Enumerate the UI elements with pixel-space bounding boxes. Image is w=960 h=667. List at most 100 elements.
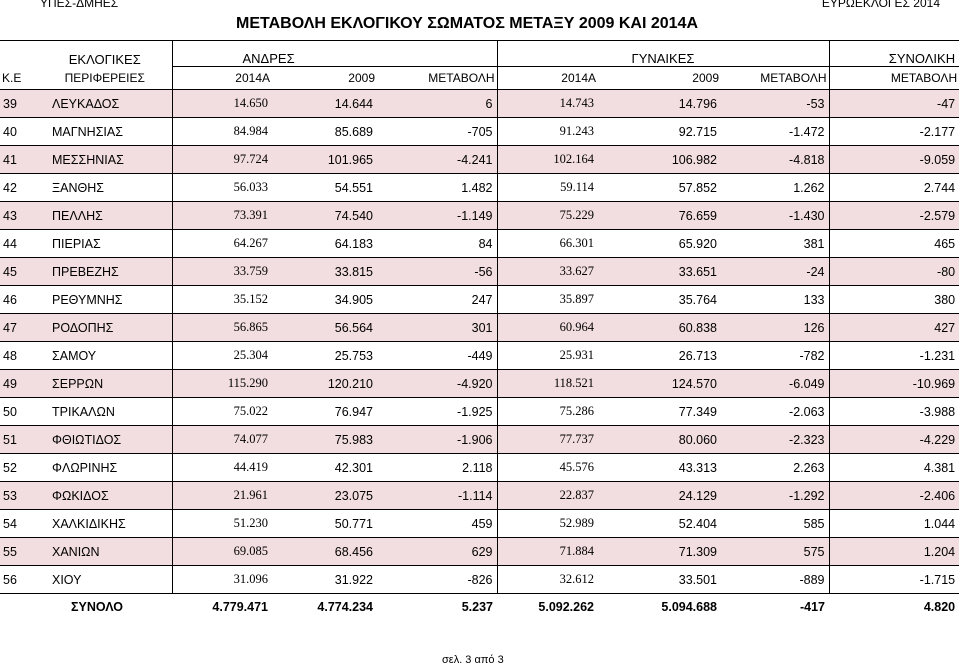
cell-men-2014: 69.085 bbox=[171, 537, 272, 566]
cell-total-change: -80 bbox=[828, 257, 960, 286]
cell-total-change: 465 bbox=[828, 229, 960, 258]
cell-men-2009: 42.301 bbox=[272, 453, 377, 482]
cell-code: 39 bbox=[0, 89, 38, 118]
men-2009-header: 2009 bbox=[272, 66, 377, 90]
cell-women-change: -53 bbox=[721, 89, 829, 118]
cell-women-change: -1.430 bbox=[721, 201, 829, 230]
cell-women-2014: 118.521 bbox=[496, 369, 598, 398]
cell-code: 47 bbox=[0, 313, 38, 342]
cell-region: ΦΛΩΡΙΝΗΣ bbox=[38, 453, 172, 482]
total-women-change: -417 bbox=[799, 600, 825, 614]
cell-men-2009: 25.753 bbox=[272, 341, 377, 370]
cell-region: ΞΑΝΘΗΣ bbox=[38, 173, 172, 202]
cell-region: ΣΑΜΟΥ bbox=[38, 341, 172, 370]
cell-women-2009: 65.920 bbox=[598, 229, 721, 258]
table-row: 43 ΠΕΛΛΗΣ 73.391 74.540 -1.149 75.229 76.659 -1… bbox=[0, 201, 960, 230]
cell-total-change: -2.177 bbox=[828, 117, 960, 146]
header-left-text: ΥΠΕΣ-ΔΜΗΕΣ bbox=[40, 0, 119, 10]
ke-header: Κ.Ε bbox=[0, 66, 38, 90]
women-group-header: ΓΥΝΑΙΚΕΣ bbox=[496, 40, 829, 67]
cell-men-2009: 68.456 bbox=[272, 537, 377, 566]
total-men-2009: 4.774.234 bbox=[317, 600, 373, 614]
table-row: 46 ΡΕΘΥΜΝΗΣ 35.152 34.905 247 35.897 35.764 133… bbox=[0, 285, 960, 314]
cell-women-2014: 45.576 bbox=[496, 453, 598, 482]
cell-men-2009: 74.540 bbox=[272, 201, 377, 230]
table-row: 53 ΦΩΚΙΔΟΣ 21.961 23.075 -1.114 22.837 24.129-… bbox=[0, 481, 960, 510]
cell-women-2009: 77.349 bbox=[598, 397, 721, 426]
cell-women-2009: 80.060 bbox=[598, 425, 721, 454]
cell-men-change: -449 bbox=[377, 341, 497, 370]
cell-women-change: 575 bbox=[721, 537, 829, 566]
cell-men-2009: 34.905 bbox=[272, 285, 377, 314]
cell-region: ΤΡΙΚΑΛΩΝ bbox=[38, 397, 172, 426]
cell-total-change: 1.204 bbox=[828, 537, 960, 566]
cell-men-change: -1.114 bbox=[377, 481, 497, 510]
cell-men-2009: 64.183 bbox=[272, 229, 377, 258]
cell-region: ΜΑΓΝΗΣΙΑΣ bbox=[38, 117, 172, 146]
cell-women-2014: 66.301 bbox=[496, 229, 598, 258]
table-row: 40 ΜΑΓΝΗΣΙΑΣ 84.984 85.689 -705 91.243 92.715-… bbox=[0, 117, 960, 146]
cell-men-change: 629 bbox=[377, 537, 497, 566]
cell-men-2009: 56.564 bbox=[272, 313, 377, 342]
cell-code: 45 bbox=[0, 257, 38, 286]
cell-women-change: -6.049 bbox=[721, 369, 829, 398]
region-header-line2: ΠΕΡΙΦΕΡΕΙΕΣ bbox=[38, 66, 172, 90]
cell-men-2009: 75.983 bbox=[272, 425, 377, 454]
cell-women-2014: 32.612 bbox=[496, 565, 598, 594]
cell-women-2009: 26.713 bbox=[598, 341, 721, 370]
cell-total-change: -10.969 bbox=[828, 369, 960, 398]
cell-code: 48 bbox=[0, 341, 38, 370]
cell-total-change: -1.231 bbox=[828, 341, 960, 370]
total-women-2009: 5.094.688 bbox=[661, 600, 717, 614]
cell-women-2009: 71.309 bbox=[598, 537, 721, 566]
cell-women-2014: 33.627 bbox=[496, 257, 598, 286]
table-row: 50 ΤΡΙΚΑΛΩΝ 75.022 76.947 -1.925 75.286 77.349… bbox=[0, 397, 960, 426]
cell-men-2009: 23.075 bbox=[272, 481, 377, 510]
cell-code: 46 bbox=[0, 285, 38, 314]
cell-men-change: 247 bbox=[377, 285, 497, 314]
cell-women-change: -1.472 bbox=[721, 117, 829, 146]
cell-region: ΧΑΝΙΩΝ bbox=[38, 537, 172, 566]
cell-total-change: 4.381 bbox=[828, 453, 960, 482]
cell-region: ΠΡΕΒΕΖΗΣ bbox=[38, 257, 172, 286]
cell-women-2014: 14.743 bbox=[496, 89, 598, 118]
cell-women-change: -1.292 bbox=[721, 481, 829, 510]
women-2014-header: 2014Α bbox=[496, 66, 598, 90]
cell-women-2014: 22.837 bbox=[496, 481, 598, 510]
cell-men-2014: 97.724 bbox=[171, 145, 272, 174]
cell-women-2014: 60.964 bbox=[496, 313, 598, 342]
cell-total-change: -4.229 bbox=[828, 425, 960, 454]
cell-women-2014: 52.989 bbox=[496, 509, 598, 538]
cell-women-2009: 106.982 bbox=[598, 145, 721, 174]
cell-men-2014: 25.304 bbox=[171, 341, 272, 370]
cell-region: ΡΟΔΟΠΗΣ bbox=[38, 313, 172, 342]
cell-total-change: -9.059 bbox=[828, 145, 960, 174]
cell-women-2009: 33.651 bbox=[598, 257, 721, 286]
cell-men-2014: 75.022 bbox=[171, 397, 272, 426]
cell-men-2009: 50.771 bbox=[272, 509, 377, 538]
page-title: ΜΕΤΑΒΟΛΗ ΕΚΛΟΓΙΚΟΥ ΣΩΜΑΤΟΣ ΜΕΤΑΞΥ 2009 Κ… bbox=[236, 15, 698, 32]
cell-women-change: -24 bbox=[721, 257, 829, 286]
cell-men-change: 2.118 bbox=[377, 453, 497, 482]
table-row: 55 ΧΑΝΙΩΝ 69.085 68.456 629 71.884 71.309 575 1.… bbox=[0, 537, 960, 566]
cell-total-change: 380 bbox=[828, 285, 960, 314]
cell-men-2009: 76.947 bbox=[272, 397, 377, 426]
cell-total-change: -2.579 bbox=[828, 201, 960, 230]
cell-code: 40 bbox=[0, 117, 38, 146]
cell-men-change: 459 bbox=[377, 509, 497, 538]
cell-code: 43 bbox=[0, 201, 38, 230]
cell-men-change: -4.241 bbox=[377, 145, 497, 174]
ke-header-spacer bbox=[0, 40, 38, 67]
cell-women-change: 133 bbox=[721, 285, 829, 314]
cell-women-2014: 75.286 bbox=[496, 397, 598, 426]
cell-men-change: -1.906 bbox=[377, 425, 497, 454]
cell-men-2014: 21.961 bbox=[171, 481, 272, 510]
cell-men-change: 84 bbox=[377, 229, 497, 258]
cell-women-2014: 91.243 bbox=[496, 117, 598, 146]
cell-men-2009: 33.815 bbox=[272, 257, 377, 286]
cell-men-2014: 35.152 bbox=[171, 285, 272, 314]
cell-code: 44 bbox=[0, 229, 38, 258]
cell-men-2014: 56.033 bbox=[171, 173, 272, 202]
cell-code: 49 bbox=[0, 369, 38, 398]
cell-women-2009: 92.715 bbox=[598, 117, 721, 146]
